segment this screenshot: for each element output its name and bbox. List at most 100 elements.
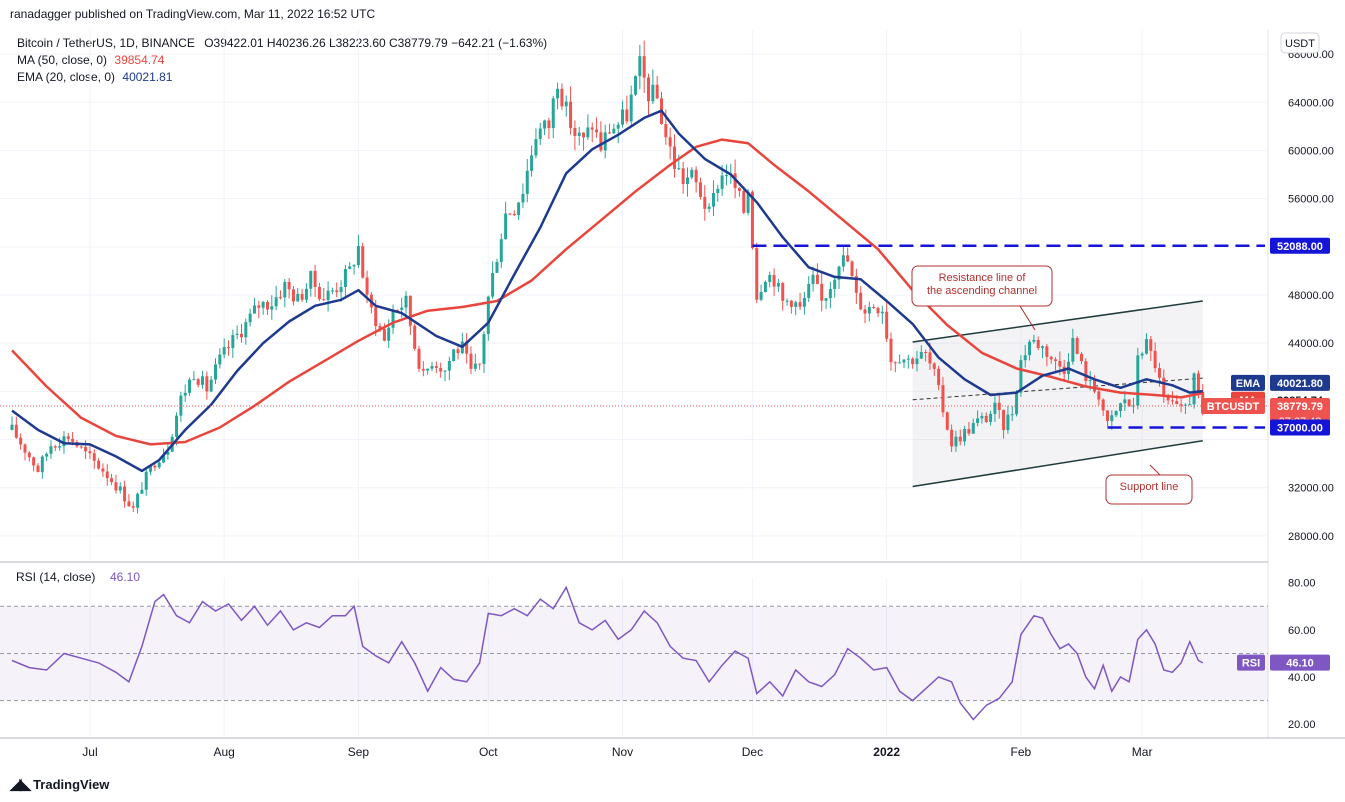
candle-body xyxy=(967,429,971,434)
candle-body xyxy=(811,274,815,284)
candle-body xyxy=(1105,410,1109,422)
candle-body xyxy=(776,283,780,287)
candle-body xyxy=(577,132,581,136)
rsi-axis: 80.00 60.00 40.00 20.00 xyxy=(1288,578,1316,731)
candle-body xyxy=(374,307,378,327)
price-tick-label: 64000.00 xyxy=(1288,97,1334,109)
candle-body xyxy=(391,309,395,328)
candle-body xyxy=(1183,404,1187,406)
support-callout-pointer xyxy=(1149,464,1161,476)
candle-body xyxy=(1010,414,1014,416)
candle-body xyxy=(300,293,304,300)
candle-body xyxy=(703,196,707,209)
candle-body xyxy=(647,77,651,102)
candle-body xyxy=(395,309,399,311)
candle-body xyxy=(192,379,196,381)
candle-body xyxy=(833,279,837,289)
ema-value-tag: 40021.80 xyxy=(1277,378,1323,390)
candle-body xyxy=(664,124,668,138)
resistance-level-tag-bg xyxy=(1270,237,1330,254)
candle-body xyxy=(1175,400,1179,405)
candle-body xyxy=(153,465,157,468)
candle-body xyxy=(1080,353,1084,362)
candle-body xyxy=(1058,360,1062,367)
candle-body xyxy=(668,137,672,147)
candle-body xyxy=(53,446,57,448)
ema-name-tag: EMA xyxy=(1236,378,1261,390)
candle-body xyxy=(136,493,140,508)
candle-body xyxy=(1023,355,1027,361)
price-axis[interactable]: 68000.0064000.0060000.0056000.0048000.00… xyxy=(1288,49,1334,543)
currency-button[interactable]: USDT xyxy=(1280,32,1320,54)
candle-body xyxy=(759,292,763,300)
candle-body xyxy=(508,213,512,215)
candle-body xyxy=(556,88,560,99)
candle-body xyxy=(989,413,993,422)
time-axis[interactable]: Jul Aug Sep Oct Nov Dec 2022 Feb Mar xyxy=(82,745,1152,759)
candle-body xyxy=(417,348,421,369)
candle-body xyxy=(105,471,109,479)
candle-body xyxy=(1153,350,1157,369)
ema-value-tag-bg xyxy=(1270,374,1330,391)
candle-body xyxy=(499,239,503,262)
candle-body xyxy=(235,333,239,335)
resistance-level-tag: 52088.00 xyxy=(1277,241,1323,253)
candle-body xyxy=(283,282,287,298)
candle-body xyxy=(252,305,256,314)
rsi-value-tag-bg xyxy=(1270,654,1330,671)
resistance-callout-text: Resistance line of xyxy=(939,272,1027,284)
ema-legend: EMA (20, close, 0) 40021.81 xyxy=(17,70,172,84)
candle-body xyxy=(1188,404,1192,406)
candle-body xyxy=(638,56,642,77)
candle-body xyxy=(984,415,988,422)
candle-body xyxy=(846,255,850,262)
time-label: 2022 xyxy=(873,745,900,759)
candle-body xyxy=(465,341,469,354)
candle-body xyxy=(231,334,235,349)
candle-body xyxy=(452,349,456,362)
candle-body xyxy=(919,352,923,359)
ma-legend: MA (50, close, 0) 39854.74 xyxy=(17,53,164,67)
candle-body xyxy=(1041,346,1045,349)
candle-body xyxy=(313,270,317,288)
candle-body xyxy=(330,290,334,292)
candle-body xyxy=(317,287,321,300)
price-tick-label: 28000.00 xyxy=(1288,531,1334,543)
candle-body xyxy=(291,289,295,302)
candle-body xyxy=(569,101,573,128)
candle-body xyxy=(426,368,430,371)
rsi-legend-label: RSI (14, close) xyxy=(16,570,95,584)
candle-body xyxy=(1045,346,1049,357)
candle-body xyxy=(1127,399,1131,407)
candle-body xyxy=(504,213,508,240)
candle-body xyxy=(127,501,131,507)
candle-body xyxy=(872,306,876,309)
candle-body xyxy=(58,446,62,448)
candle-body xyxy=(404,295,408,308)
candle-body xyxy=(547,120,551,129)
candle-body xyxy=(746,191,750,213)
candle-body xyxy=(343,269,347,288)
tradingview-logo-icon: ◢◣ xyxy=(10,776,31,793)
candle-body xyxy=(1093,380,1096,392)
rsi-band xyxy=(0,605,1268,702)
ma-legend-value: 39854.74 xyxy=(114,53,165,67)
candle-body xyxy=(1084,361,1088,381)
candle-body xyxy=(958,436,962,442)
candle-body xyxy=(859,292,863,310)
candle-body xyxy=(491,272,495,297)
candle-body xyxy=(36,465,40,473)
candle-body xyxy=(642,56,646,78)
ema-legend-value: 40021.81 xyxy=(122,70,173,84)
candle-body xyxy=(716,188,720,193)
candle-body xyxy=(1162,377,1166,396)
candle-body xyxy=(1019,360,1023,393)
candle-body xyxy=(1179,404,1183,406)
candle-body xyxy=(97,460,101,469)
moving-average-lines xyxy=(0,109,1268,473)
candle-body xyxy=(413,325,417,349)
candle-body xyxy=(672,146,676,169)
tradingview-logo[interactable]: ◢◣ TradingView xyxy=(10,775,109,793)
candle-body xyxy=(439,367,443,372)
